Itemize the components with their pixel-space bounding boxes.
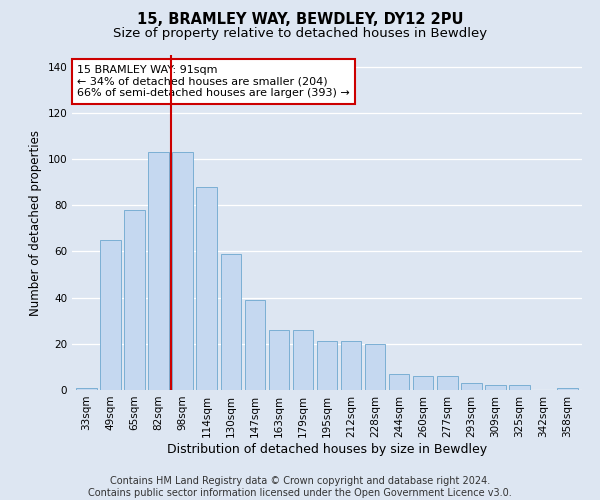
Bar xyxy=(124,210,145,390)
Bar xyxy=(269,330,289,390)
X-axis label: Distribution of detached houses by size in Bewdley: Distribution of detached houses by size … xyxy=(167,442,487,456)
Text: Contains HM Land Registry data © Crown copyright and database right 2024.
Contai: Contains HM Land Registry data © Crown c… xyxy=(88,476,512,498)
Text: 15, BRAMLEY WAY, BEWDLEY, DY12 2PU: 15, BRAMLEY WAY, BEWDLEY, DY12 2PU xyxy=(137,12,463,28)
Text: Size of property relative to detached houses in Bewdley: Size of property relative to detached ho… xyxy=(113,28,487,40)
Bar xyxy=(413,376,433,390)
Bar xyxy=(557,388,578,390)
Bar xyxy=(245,300,265,390)
Bar xyxy=(196,186,217,390)
Bar xyxy=(341,342,361,390)
Bar xyxy=(172,152,193,390)
Bar xyxy=(148,152,169,390)
Bar xyxy=(365,344,385,390)
Bar xyxy=(437,376,458,390)
Bar xyxy=(389,374,409,390)
Bar xyxy=(461,383,482,390)
Text: 15 BRAMLEY WAY: 91sqm
← 34% of detached houses are smaller (204)
66% of semi-det: 15 BRAMLEY WAY: 91sqm ← 34% of detached … xyxy=(77,65,350,98)
Bar xyxy=(76,388,97,390)
Bar xyxy=(317,342,337,390)
Bar xyxy=(509,386,530,390)
Bar xyxy=(100,240,121,390)
Bar xyxy=(485,386,506,390)
Bar xyxy=(293,330,313,390)
Y-axis label: Number of detached properties: Number of detached properties xyxy=(29,130,42,316)
Bar xyxy=(221,254,241,390)
